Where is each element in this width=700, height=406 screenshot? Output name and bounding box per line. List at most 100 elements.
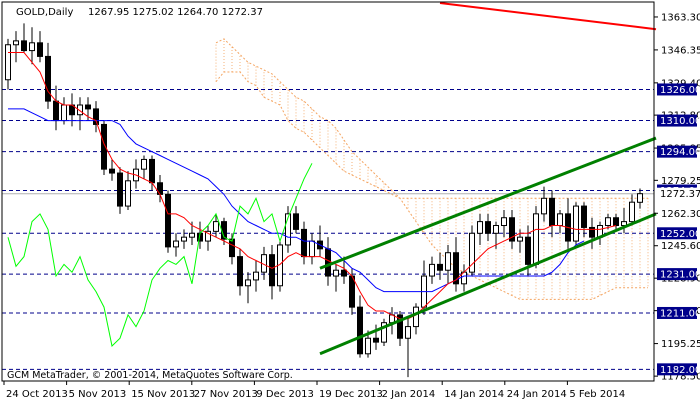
candle-bullish xyxy=(29,42,35,52)
candle-bearish xyxy=(349,275,355,308)
resistance-line xyxy=(439,1,657,31)
level-label: 1182.00 xyxy=(660,365,700,376)
level-label: 1231.00 xyxy=(660,270,700,281)
candle-bearish xyxy=(109,168,115,174)
candle-bullish xyxy=(125,180,131,207)
candle-bullish xyxy=(173,240,179,248)
level-label: 1252.00 xyxy=(660,229,700,240)
level-label-bg xyxy=(657,363,697,376)
candle-bullish xyxy=(557,213,563,227)
copyright-text: GCM MetaTrader, © 2001-2014, MetaQuotes … xyxy=(7,370,293,381)
candle-bearish xyxy=(237,256,243,287)
x-tick-label: 5 Nov 2013 xyxy=(69,389,127,400)
candle-bearish xyxy=(37,42,43,57)
x-tick-label: 5 Feb 2014 xyxy=(569,389,625,400)
candle-bearish xyxy=(93,108,99,125)
candle-bullish xyxy=(365,337,371,355)
y-tick-label: 1178.50 xyxy=(661,372,700,383)
candle-bullish xyxy=(501,217,507,227)
candle-bearish xyxy=(357,306,363,355)
chart-symbol-label: GOLD,Daily xyxy=(16,7,73,18)
candle-bearish xyxy=(397,314,403,339)
candle-bearish xyxy=(613,217,619,227)
candle-bullish xyxy=(629,201,635,223)
trend-lines xyxy=(319,1,657,356)
candle-bearish xyxy=(269,254,275,287)
candle-bullish xyxy=(637,193,643,203)
level-label: 1310.00 xyxy=(660,116,700,127)
x-tick-label: 27 Nov 2013 xyxy=(194,389,258,400)
candle-bullish xyxy=(253,271,259,281)
candle-bearish xyxy=(341,269,347,277)
candle-bearish xyxy=(85,104,91,110)
y-tick-label: 1262.30 xyxy=(661,209,700,220)
chikou-span-line xyxy=(7,163,313,347)
level-label-bg xyxy=(657,227,697,240)
candle-bearish xyxy=(589,226,595,238)
candle-bullish xyxy=(309,240,315,258)
candle-bearish xyxy=(229,238,235,258)
candle-bearish xyxy=(21,40,27,52)
candle-bearish xyxy=(549,197,555,227)
candle-bearish xyxy=(581,205,587,228)
candle-bearish xyxy=(149,158,155,184)
y-tick-label: 1363.30 xyxy=(661,12,700,23)
channel-lower-line xyxy=(319,212,657,356)
candle-bullish xyxy=(605,217,611,227)
y-tick-label: 1346.35 xyxy=(661,45,700,56)
channel-upper-line xyxy=(319,136,657,270)
candle-bullish xyxy=(245,279,251,287)
candle-bullish xyxy=(77,104,83,116)
candle-bearish xyxy=(101,123,107,170)
candle-bullish xyxy=(189,232,195,238)
x-tick-label: 19 Dec 2013 xyxy=(319,389,383,400)
candle-bullish xyxy=(573,205,579,242)
chart-ohlc-values: 1267.95 1275.02 1264.70 1272.37 xyxy=(88,7,263,18)
candle-bullish xyxy=(141,158,147,170)
candle-bearish xyxy=(453,252,459,285)
candle-bullish xyxy=(469,232,475,273)
candle-bearish xyxy=(117,172,123,207)
candle-bullish xyxy=(517,236,523,242)
x-tick-label: 15 Nov 2013 xyxy=(131,389,195,400)
horizontal-levels xyxy=(2,88,654,370)
candle-bearish xyxy=(165,193,171,248)
level-label-bg xyxy=(657,268,697,281)
candle-bullish xyxy=(533,213,539,265)
candle-bullish xyxy=(61,104,67,122)
level-label-bg xyxy=(657,145,697,158)
level-labels: 1326.001310.001294.001274.001252.001231.… xyxy=(657,83,700,376)
x-tick-label: 9 Dec 2013 xyxy=(256,389,314,400)
y-tick-label: 1195.25 xyxy=(661,339,700,350)
candles xyxy=(5,23,643,378)
candle-bearish xyxy=(293,213,299,230)
level-label: 1326.00 xyxy=(660,85,700,96)
cloud-span-b xyxy=(215,38,648,300)
candle-bearish xyxy=(45,55,51,102)
x-tick-label: 14 Jan 2014 xyxy=(444,389,504,400)
candle-bullish xyxy=(541,197,547,215)
candle-bullish xyxy=(493,225,499,234)
level-label-bg xyxy=(657,306,697,319)
candle-bearish xyxy=(325,248,331,277)
candle-bearish xyxy=(301,228,307,258)
candle-bearish xyxy=(373,337,379,343)
tenkan-sen-line xyxy=(8,52,617,320)
candle-bearish xyxy=(485,221,491,234)
candle-bullish xyxy=(477,221,483,234)
kijun-sen-line xyxy=(8,108,585,293)
current-price-label-bg xyxy=(657,187,697,200)
level-label: 1294.00 xyxy=(660,147,700,158)
x-tick-label: 24 Oct 2013 xyxy=(6,389,68,400)
candle-bullish xyxy=(285,213,291,246)
candle-bearish xyxy=(53,100,59,122)
plot-frame xyxy=(1,1,655,382)
cloud-span-a xyxy=(215,71,648,199)
level-label: 1211.00 xyxy=(660,308,700,319)
candle-bullish xyxy=(333,269,339,277)
candle-bearish xyxy=(437,263,443,271)
